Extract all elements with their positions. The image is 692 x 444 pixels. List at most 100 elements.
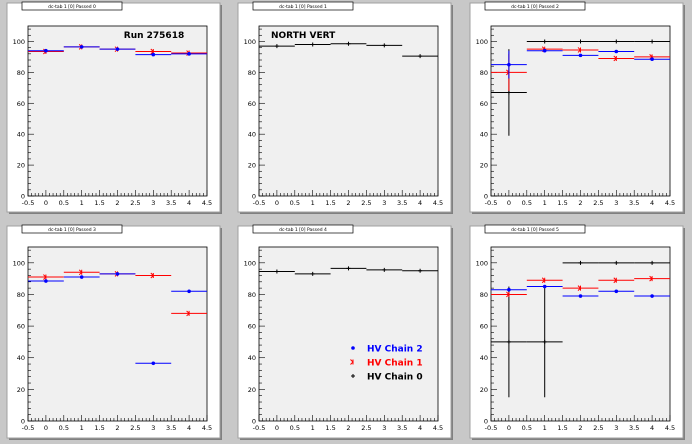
data-point [506,291,510,298]
panel-tab: dc-tab 1 [0] Passed 4 [252,224,354,234]
chart-panel-3: dc-tab 1 [0] Passed 2-0.5 0 0.5 1 1.5 2 2.5 3 3.… [469,1,685,214]
x-tick-label: 3.5 [397,199,407,207]
x-tick-label: 0.5 [59,199,69,207]
x-tick-label: 0.5 [290,199,300,207]
data-point [310,271,315,276]
data-point [382,43,387,48]
series-chain2 [28,272,207,366]
series-chain2 [28,45,207,57]
x-tick-label: 2 [578,424,582,432]
y-tick-label: 80 [480,69,488,77]
x-tick-label: 1.5 [94,199,104,207]
y-tick-label: 20 [248,162,256,170]
data-point [542,39,547,44]
panel-tab-box [252,224,354,234]
x-tick-label: 3.5 [397,424,407,432]
x-tick-label: 1 [311,424,315,432]
panel-tab-box [252,1,354,11]
data-point [506,90,511,95]
chart-title: NORTH VERT [271,31,336,41]
data-point [614,39,619,44]
y-tick-label: 60 [480,323,488,331]
series-chain1 [491,275,670,298]
data-point [541,277,546,284]
data-point [507,62,511,67]
x-tick-label: -0.5 [485,199,498,207]
x-tick-label: 0 [44,199,48,207]
y-tick-label: 40 [248,354,256,362]
x-tick-label: 0 [507,424,511,432]
data-point [614,289,619,294]
x-tick-label: 4.5 [665,424,675,432]
x-tick-label: 3 [382,199,386,207]
plot-area [258,246,439,422]
series-chain2 [491,284,670,298]
x-tick-label: 2.5 [130,199,140,207]
y-tick-label: 100 [476,38,488,46]
x-tick-label: 0.5 [522,424,532,432]
data-point [151,361,156,366]
panel-tab: dc-tab 1 [0] Passed 2 [484,1,586,11]
panel-tab-label: dc-tab 1 [0] Passed 5 [511,227,559,233]
y-tick-label: 100 [244,38,256,46]
chart-panel-2: dc-tab 1 [0] Passed 1-0.5 0 0.5 1 1.5 2 2.5 3 3.… [237,1,453,214]
x-tick-label: -0.5 [22,199,35,207]
x-tick-label: 3 [614,424,618,432]
y-tick-label: 60 [17,323,25,331]
data-point [44,48,48,53]
x-tick-label: 2.5 [593,424,603,432]
x-tick-label: 4 [650,199,654,207]
x-tick-label: 2 [115,199,119,207]
data-point [151,52,156,57]
panel-tab-label: dc-tab 1 [0] Passed 1 [279,4,327,10]
data-point [418,54,423,59]
x-tick-label: 3 [614,199,618,207]
panel-tab-box [21,224,123,234]
panel-tab-label: dc-tab 1 [0] Passed 4 [279,227,327,233]
panel-tab: dc-tab 1 [0] Passed 5 [484,224,586,234]
data-point [79,45,84,49]
chart-panel-6: dc-tab 1 [0] Passed 5-0.5 0 0.5 1 1.5 2 2.5 3 3.… [469,224,685,440]
data-point [613,55,618,62]
panel-tab-label: dc-tab 1 [0] Passed 2 [511,4,559,10]
panel-tab: dc-tab 1 [0] Passed 1 [252,1,354,11]
y-tick-label: 20 [480,386,488,394]
legend-marker [351,346,355,350]
y-tick-label: 0 [21,193,25,201]
y-tick-label: 40 [17,354,25,362]
plot-area [258,25,439,197]
series-chain2 [491,48,670,79]
panel-tab: dc-tab 1 [0] Passed 0 [21,1,123,11]
y-tick-label: 80 [248,291,256,299]
x-tick-label: 4.5 [433,199,443,207]
y-tick-label: 100 [476,259,488,267]
x-tick-label: 4.5 [202,424,212,432]
data-point [186,310,190,317]
x-tick-label: 3.5 [629,199,639,207]
x-tick-label: 3.5 [629,424,639,432]
plot-area [490,246,671,422]
x-tick-label: 0 [275,199,279,207]
y-tick-label: 0 [21,418,25,426]
legend-entry-label: HV Chain 1 [367,359,423,369]
data-point [650,57,654,62]
data-point [650,260,655,265]
data-point [346,266,351,271]
chart-panel-5: dc-tab 1 [0] Passed 4-0.5 0 0.5 1 1.5 2 2.5 3 3.… [237,224,453,440]
y-tick-label: 0 [484,418,488,426]
data-point [578,39,583,44]
x-tick-label: 1.5 [325,199,335,207]
data-point [614,260,619,265]
data-point [115,272,120,276]
x-tick-label: 1 [80,424,84,432]
y-tick-label: 0 [484,193,488,201]
y-tick-label: 80 [17,291,25,299]
x-tick-label: 2 [578,199,582,207]
x-tick-label: 1 [80,199,84,207]
x-tick-label: 3.5 [166,424,176,432]
data-point [613,277,618,284]
data-point [346,41,351,46]
y-tick-label: 40 [17,131,25,139]
x-tick-label: 3 [151,424,155,432]
x-tick-label: 1.5 [557,199,567,207]
